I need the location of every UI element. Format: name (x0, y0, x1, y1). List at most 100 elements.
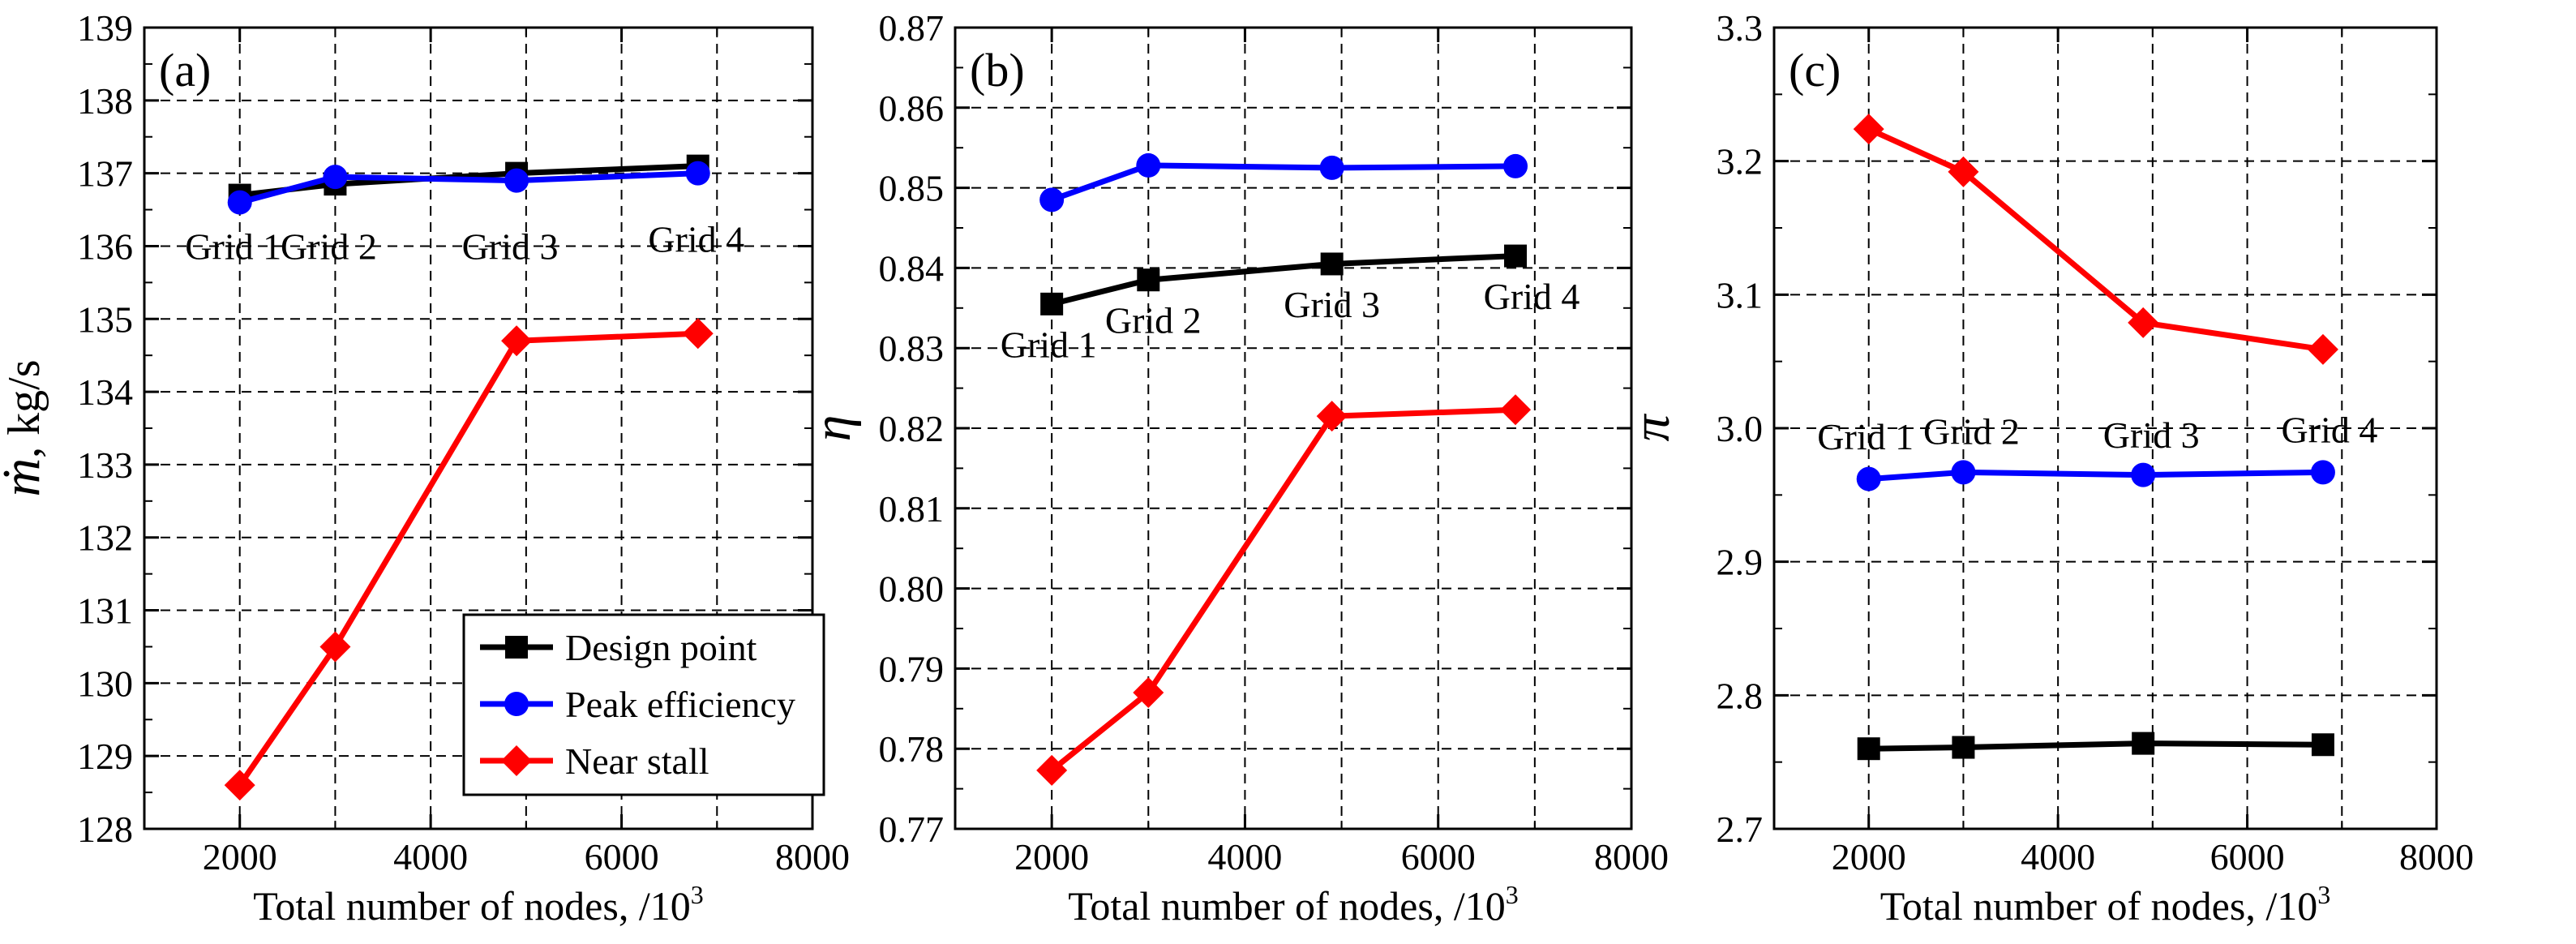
data-point-design-point (1137, 268, 1160, 292)
data-point-peak-efficiency (2310, 460, 2335, 485)
series-line-design-point (1051, 253, 1516, 307)
data-point-peak-efficiency (1951, 460, 1976, 485)
legend: Design point Peak efficiency Near stall (462, 613, 825, 796)
series-line-near-stall (1049, 406, 1516, 773)
data-point-design-point (1040, 292, 1064, 315)
plot-frame (1772, 26, 2438, 830)
legend-label-peak-efficiency: Peak efficiency (565, 684, 795, 725)
data-point-near-stall (2128, 307, 2159, 338)
x-tick-label: 2000 (1832, 836, 1906, 877)
legend-label-design-point: Design point (565, 627, 757, 668)
y-tick-label: 0.87 (879, 7, 945, 49)
y-tick-label: 129 (77, 736, 133, 777)
y-tick-label: 136 (77, 225, 133, 267)
data-point-near-stall (1036, 754, 1068, 786)
data-point-near-stall (682, 318, 714, 350)
chart-panel-1: 128 129 130 131 132 133 134 135 136 137 138 139 2000… (0, 7, 850, 929)
grid-annotation: Grid 4 (2282, 410, 2378, 451)
data-point-near-stall (2307, 333, 2338, 365)
legend-marker-design-point (505, 636, 528, 659)
grid-annotation: Grid 2 (281, 225, 377, 267)
y-tick-label: 2.8 (1717, 675, 1764, 716)
y-tick-label: 0.81 (879, 488, 945, 530)
data-point-near-stall (224, 770, 255, 801)
y-tick-label: 0.86 (879, 88, 945, 129)
x-tick-label: 6000 (2210, 836, 2285, 877)
data-point-peak-efficiency (1856, 466, 1881, 491)
legend-marker-peak-efficiency (504, 692, 529, 716)
x-tick-label: 4000 (2021, 836, 2095, 877)
data-point-peak-efficiency (1503, 153, 1528, 178)
data-point-peak-efficiency (1319, 155, 1344, 180)
y-axis-label: π (1622, 414, 1681, 442)
grid-annotation: Grid 2 (1923, 410, 2020, 452)
y-tick-label: 2.7 (1717, 809, 1764, 850)
data-point-near-stall (1500, 394, 1532, 426)
y-axis-label: ṁ, kg/s (0, 359, 51, 496)
y-tick-label: 0.78 (879, 728, 945, 770)
x-tick-label: 6000 (1401, 836, 1476, 877)
data-point-design-point (1952, 736, 1975, 759)
y-tick-label: 128 (77, 809, 133, 850)
chart-panel-3: 2.7 2.8 2.9 3.0 3.1 3.2 3.3 2000 4000 6000 8000 Gri… (1622, 7, 2474, 929)
data-point-near-stall (1948, 156, 1979, 187)
x-axis-label: Total number of nodes, /103 (1068, 880, 1518, 929)
grid-annotation: Grid 4 (1484, 276, 1580, 317)
x-axis-label: Total number of nodes, /103 (253, 880, 703, 929)
x-tick-label: 2000 (1014, 836, 1089, 877)
x-tick-label: 8000 (775, 836, 850, 877)
y-tick-label: 3.3 (1717, 7, 1764, 49)
data-point-peak-efficiency (2131, 462, 2156, 487)
series-line-near-stall (1867, 126, 2324, 353)
y-tick-label: 2.9 (1717, 542, 1764, 583)
x-tick-label: 8000 (1594, 836, 1669, 877)
y-tick-label: 3.1 (1717, 274, 1764, 315)
grid-annotation: Grid 4 (648, 218, 744, 260)
data-point-design-point (1320, 252, 1344, 276)
data-point-near-stall (319, 631, 351, 663)
plot-frame (954, 26, 1633, 830)
data-point-near-stall (501, 325, 533, 357)
data-point-near-stall (1133, 677, 1164, 709)
series-line-peak-efficiency (238, 170, 698, 205)
x-tick-label: 4000 (393, 836, 468, 877)
data-point-design-point (1504, 244, 1528, 268)
y-tick-label: 135 (77, 298, 133, 340)
y-tick-label: 3.2 (1717, 141, 1764, 182)
data-point-peak-efficiency (1136, 152, 1161, 178)
y-tick-label: 3.0 (1717, 408, 1764, 449)
y-tick-label: 131 (77, 590, 133, 632)
panel-label: (b) (970, 44, 1025, 97)
y-tick-label: 130 (77, 663, 133, 704)
y-tick-label: 0.84 (879, 247, 945, 289)
legend-marker-near-stall (501, 745, 532, 776)
data-point-design-point (2132, 732, 2155, 755)
panel-label: (a) (159, 44, 211, 97)
data-point-peak-efficiency (323, 165, 348, 190)
y-tick-label: 0.80 (879, 569, 945, 610)
data-point-design-point (2311, 733, 2334, 757)
x-tick-label: 4000 (1207, 836, 1282, 877)
series-line-design-point (1868, 740, 2323, 752)
legend-label-near-stall: Near stall (565, 740, 709, 782)
plot-frame (143, 26, 814, 830)
y-tick-label: 137 (77, 153, 133, 195)
x-tick-label: 2000 (203, 836, 277, 877)
grid-annotation: Grid 2 (1105, 300, 1202, 341)
panel-label: (c) (1789, 44, 1841, 97)
data-point-peak-efficiency (504, 168, 529, 193)
y-tick-label: 133 (77, 444, 133, 486)
y-tick-label: 139 (77, 7, 133, 49)
data-point-peak-efficiency (685, 161, 710, 186)
data-point-near-stall (1853, 114, 1884, 145)
y-axis-label: η (803, 415, 862, 442)
grid-annotation: Grid 1 (1817, 416, 1914, 457)
series-line-peak-efficiency (1868, 469, 2323, 483)
data-point-design-point (1857, 737, 1880, 761)
series-line-peak-efficiency (1050, 162, 1516, 203)
data-point-near-stall (1316, 401, 1348, 432)
grid-annotation: Grid 3 (1284, 284, 1380, 325)
y-tick-label: 0.79 (879, 648, 945, 689)
grid-annotation: Grid 1 (1001, 324, 1097, 365)
